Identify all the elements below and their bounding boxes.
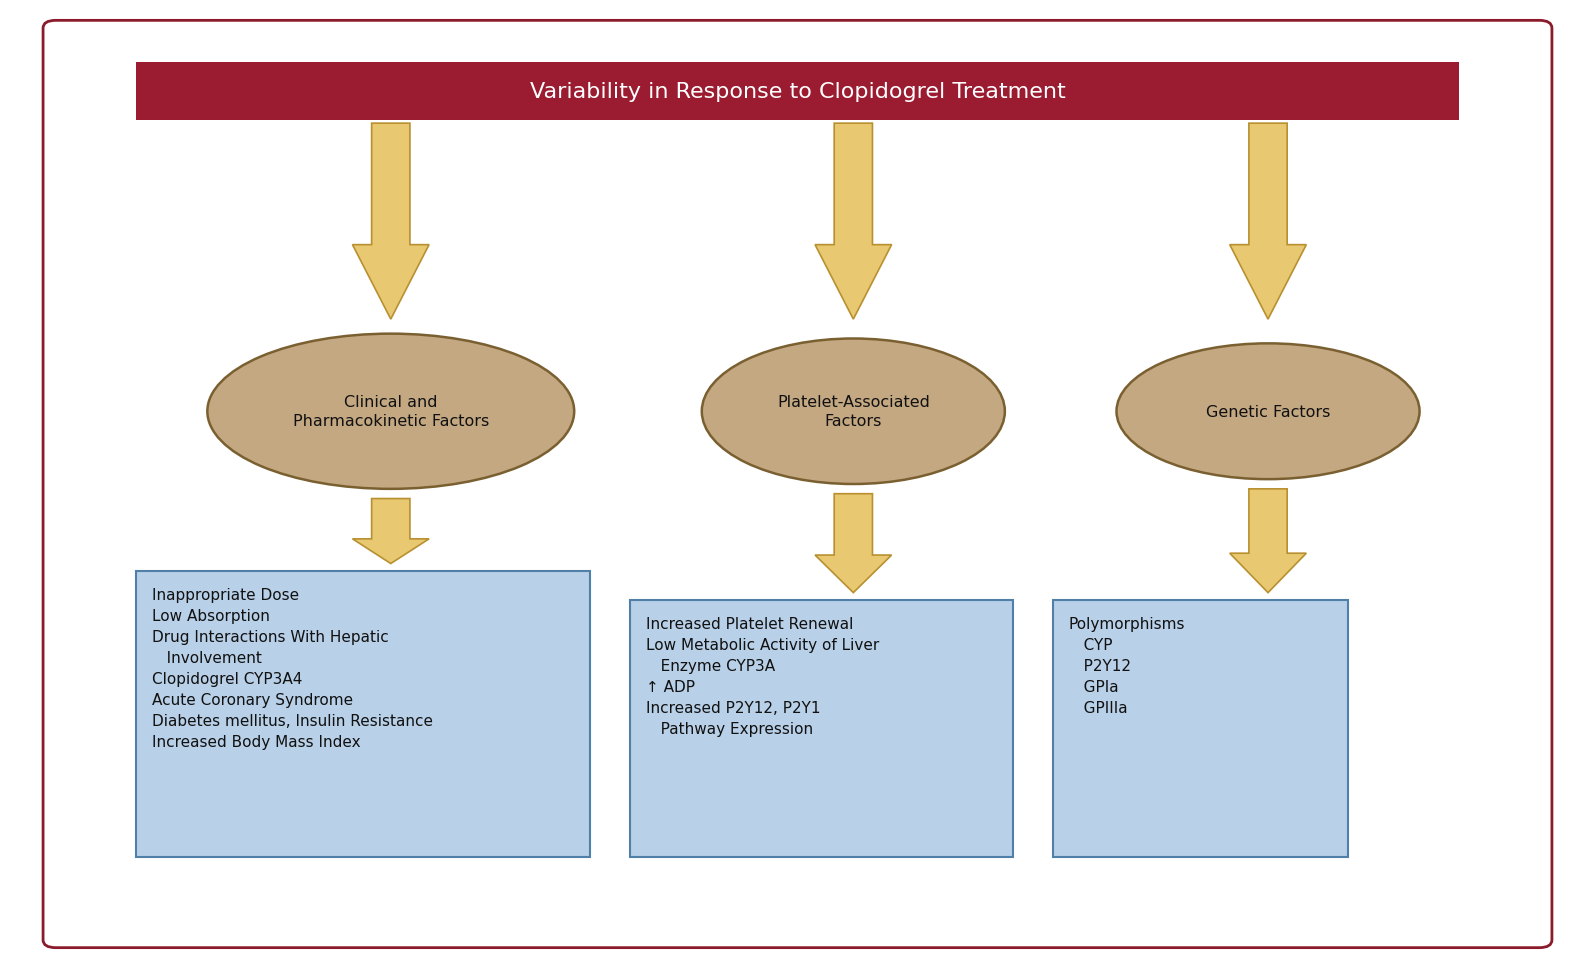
FancyBboxPatch shape (43, 21, 1552, 948)
Bar (630, 601, 1013, 858)
Polygon shape (352, 124, 429, 320)
Text: Clinical and
Pharmacokinetic Factors: Clinical and Pharmacokinetic Factors (292, 395, 490, 428)
Ellipse shape (1116, 344, 1420, 480)
Bar (136, 63, 1459, 121)
Text: Polymorphisms
   CYP
   P2Y12
   GPIa
   GPIIIa: Polymorphisms CYP P2Y12 GPIa GPIIIa (1069, 616, 1185, 715)
Bar (1053, 601, 1348, 858)
Text: Increased Platelet Renewal
Low Metabolic Activity of Liver
   Enzyme CYP3A
↑ ADP: Increased Platelet Renewal Low Metabolic… (646, 616, 879, 736)
Bar (136, 572, 590, 858)
Ellipse shape (207, 334, 574, 489)
Polygon shape (1230, 124, 1306, 320)
Text: Inappropriate Dose
Low Absorption
Drug Interactions With Hepatic
   Involvement
: Inappropriate Dose Low Absorption Drug I… (152, 587, 432, 749)
Text: Platelet-Associated
Factors: Platelet-Associated Factors (777, 395, 930, 428)
Text: Genetic Factors: Genetic Factors (1206, 404, 1330, 420)
Polygon shape (815, 124, 892, 320)
Text: Variability in Response to Clopidogrel Treatment: Variability in Response to Clopidogrel T… (530, 82, 1065, 102)
Polygon shape (352, 499, 429, 564)
Polygon shape (815, 494, 892, 593)
Polygon shape (1230, 489, 1306, 593)
Ellipse shape (702, 339, 1005, 484)
